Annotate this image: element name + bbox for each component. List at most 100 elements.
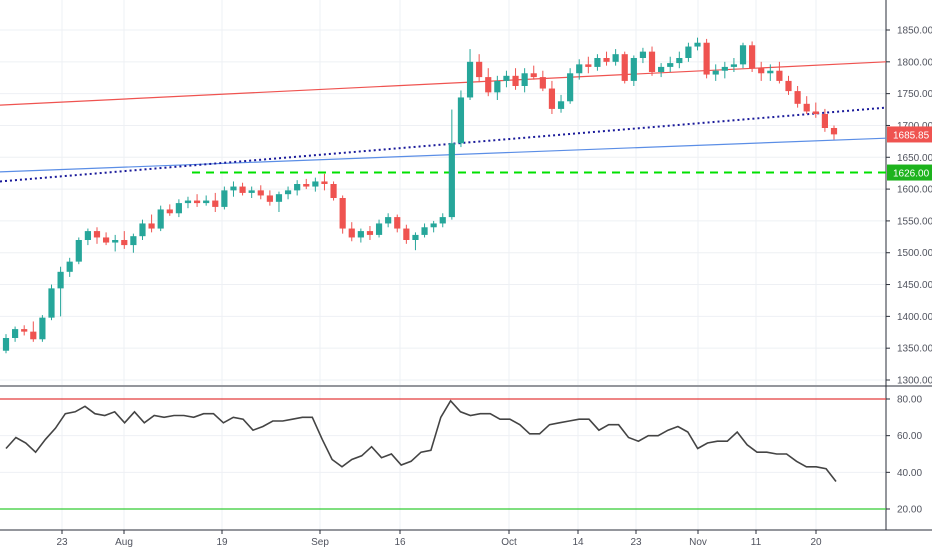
candle-body [548,88,556,109]
price-axis-label: 1450.00 [897,280,932,291]
time-axis-label: 20 [810,537,822,548]
time-axis-label: Sep [311,537,329,548]
candle-body [630,58,637,81]
candle-body [157,209,164,229]
candle [821,108,828,132]
candle [148,214,155,233]
candle-body [485,77,492,93]
time-axis-label: 23 [630,537,642,548]
candle [794,86,801,108]
candle-body [512,75,519,86]
price-axis-label: 1500.00 [897,248,932,259]
candle-body [366,231,374,235]
candle-body [303,184,310,187]
candle [576,59,583,80]
candle [66,257,73,277]
candle [421,223,428,238]
time-axis-label: Aug [115,537,133,548]
last-price-label: 1685.85 [893,130,930,141]
candle [567,68,574,104]
candle-body [776,70,783,81]
candle-body [494,80,501,93]
candle-body [203,200,210,204]
candle-body [539,77,546,89]
price-axis-label: 1650.00 [897,153,932,164]
time-axis-label: 14 [572,537,584,548]
time-axis-labels: 23 Aug 19 Sep 16 Oct 14 23 Nov 11 20 [56,530,822,548]
candle [275,191,283,212]
candle-body [330,184,337,198]
candle [257,185,264,200]
candle [539,70,546,92]
price-axis-label: 1750.00 [897,89,932,100]
candle-body [48,288,55,318]
time-axis-label: Nov [689,537,707,548]
candle [758,61,765,81]
candle [121,231,128,249]
candle [530,65,537,80]
candle [48,284,55,321]
candle [466,49,474,100]
candle [230,181,237,197]
candle-body [394,217,401,229]
candle-body [767,70,774,74]
candle [521,68,528,93]
candle [30,321,37,342]
candle-body [112,240,119,243]
candle-body [139,223,146,237]
candle-body [503,75,510,81]
candle-body [321,181,328,184]
candle-body [21,329,28,332]
candle-body [521,73,528,86]
candle [739,42,747,69]
candle [658,63,665,78]
candle-body [830,128,838,135]
candle-body [721,66,728,71]
candle-body [385,217,392,224]
osc-axis-label: 20.00 [897,505,922,516]
candle [239,182,246,196]
price-axis-labels: 1300.00 1350.00 1400.00 1450.00 1500.00 1550.… [886,26,932,387]
candle [348,222,355,242]
candle-body [476,61,483,78]
candle [339,195,346,234]
candle-body [648,51,656,72]
candle [266,190,273,206]
time-axis-label: 11 [751,537,762,548]
candle [703,38,710,79]
candle-body [603,58,610,62]
candle-body [121,240,128,246]
candle-body [594,58,601,67]
candle [594,54,601,71]
price-axis-label: 1850.00 [897,26,932,37]
candle-body [102,237,110,243]
candle [476,54,483,83]
candle-body [230,186,237,191]
candle-body [466,61,474,98]
candle-body [212,200,219,207]
time-axis-label: 23 [56,537,68,548]
candle-body [348,228,355,238]
time-axis-label: Oct [501,537,517,548]
candle [603,51,610,66]
candle [667,56,674,72]
candle [357,228,364,243]
candle-body [66,261,73,272]
candle [512,68,519,90]
price-axis-label: 1700.00 [897,121,932,132]
candle-body [694,42,701,47]
candle-body [403,228,410,240]
candle-body [257,190,264,196]
candle-body [758,68,765,74]
price-axis-label: 1400.00 [897,312,932,323]
candle-body [730,64,738,67]
candle-body [676,58,683,64]
candle-body [357,231,364,238]
candle [685,42,692,62]
candle [303,178,310,190]
candle [385,213,392,228]
candle-body [266,195,273,202]
